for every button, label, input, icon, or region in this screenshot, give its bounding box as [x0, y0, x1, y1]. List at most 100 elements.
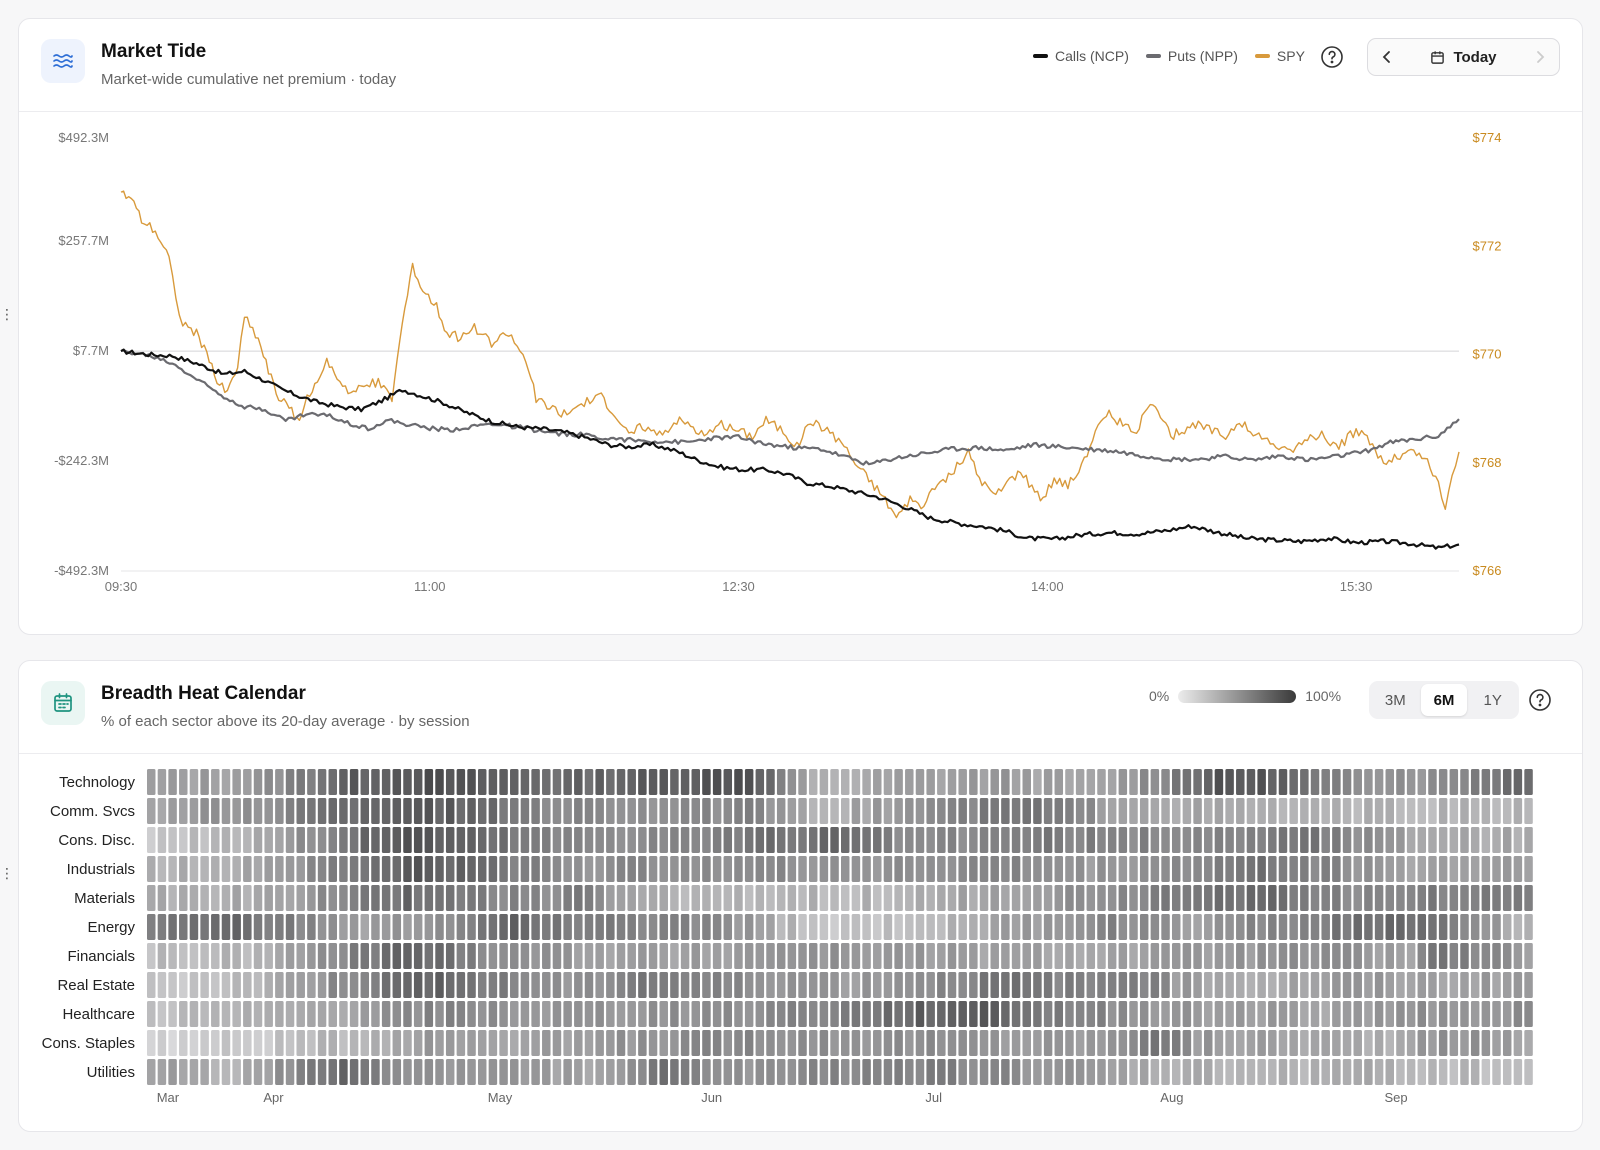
heat-cell[interactable] — [531, 972, 540, 998]
heat-cell[interactable] — [328, 769, 337, 795]
heat-cell[interactable] — [424, 798, 434, 824]
heat-cell[interactable] — [723, 943, 733, 969]
heat-cell[interactable] — [232, 856, 241, 882]
heat-cell[interactable] — [392, 827, 402, 853]
heat-cell[interactable] — [1502, 798, 1512, 824]
heat-cell[interactable] — [616, 885, 626, 911]
heat-cell[interactable] — [1107, 798, 1117, 824]
heat-cell[interactable] — [499, 827, 508, 853]
heat-cell[interactable] — [670, 798, 679, 824]
heat-cell[interactable] — [841, 972, 850, 998]
heat-cell[interactable] — [168, 769, 177, 795]
heat-cell[interactable] — [1011, 914, 1021, 940]
heat-cell[interactable] — [1364, 827, 1373, 853]
heat-cell[interactable] — [1332, 1059, 1341, 1085]
heat-cell[interactable] — [147, 972, 156, 998]
heat-cell[interactable] — [1193, 943, 1202, 969]
heat-cell[interactable] — [926, 885, 935, 911]
heat-cell[interactable] — [680, 943, 690, 969]
heat-cell[interactable] — [905, 943, 914, 969]
heat-cell[interactable] — [413, 798, 423, 824]
heat-cell[interactable] — [1374, 827, 1384, 853]
heat-cell[interactable] — [862, 914, 871, 940]
heat-cell[interactable] — [413, 1059, 423, 1085]
heat-cell[interactable] — [937, 972, 946, 998]
heat-cell[interactable] — [851, 914, 861, 940]
heat-cell[interactable] — [1204, 856, 1213, 882]
heat-cell[interactable] — [349, 827, 359, 853]
heat-cell[interactable] — [883, 827, 893, 853]
heat-cell[interactable] — [841, 885, 850, 911]
heat-cell[interactable] — [1417, 1001, 1427, 1027]
heat-cell[interactable] — [1406, 827, 1416, 853]
heat-cell[interactable] — [445, 798, 455, 824]
heat-cell[interactable] — [456, 885, 466, 911]
heat-cell[interactable] — [360, 856, 370, 882]
heat-cell[interactable] — [147, 798, 156, 824]
heat-cell[interactable] — [1086, 798, 1096, 824]
heat-cell[interactable] — [1236, 798, 1245, 824]
heat-cell[interactable] — [1097, 885, 1106, 911]
heat-cell[interactable] — [670, 943, 679, 969]
heat-cell[interactable] — [1310, 972, 1320, 998]
heat-cell[interactable] — [1300, 885, 1309, 911]
heat-cell[interactable] — [1321, 943, 1330, 969]
heat-cell[interactable] — [1033, 914, 1042, 940]
heat-cell[interactable] — [734, 885, 743, 911]
heat-cell[interactable] — [702, 914, 711, 940]
heat-cell[interactable] — [798, 798, 807, 824]
heat-cell[interactable] — [1139, 885, 1149, 911]
heat-cell[interactable] — [1353, 827, 1362, 853]
heat-cell[interactable] — [371, 1059, 380, 1085]
heat-cell[interactable] — [456, 914, 466, 940]
heat-cell[interactable] — [670, 972, 679, 998]
heat-cell[interactable] — [1268, 885, 1277, 911]
heat-cell[interactable] — [1161, 885, 1170, 911]
heat-cell[interactable] — [1118, 827, 1128, 853]
heat-cell[interactable] — [1470, 1030, 1480, 1056]
heat-cell[interactable] — [232, 914, 241, 940]
heat-cell[interactable] — [285, 1059, 295, 1085]
heat-cell[interactable] — [1332, 827, 1341, 853]
heat-cell[interactable] — [1449, 1059, 1459, 1085]
heat-cell[interactable] — [1406, 798, 1416, 824]
heat-cell[interactable] — [317, 885, 327, 911]
heat-cell[interactable] — [253, 972, 263, 998]
heat-cell[interactable] — [1161, 1001, 1170, 1027]
prev-day-button[interactable] — [1368, 39, 1406, 75]
heat-cell[interactable] — [1470, 769, 1480, 795]
heat-cell[interactable] — [947, 1001, 957, 1027]
heat-cell[interactable] — [1204, 885, 1213, 911]
heat-cell[interactable] — [1107, 1030, 1117, 1056]
heat-cell[interactable] — [702, 972, 711, 998]
heat-cell[interactable] — [616, 914, 626, 940]
heat-cell[interactable] — [723, 769, 733, 795]
heat-cell[interactable] — [1171, 972, 1181, 998]
heat-cell[interactable] — [552, 943, 562, 969]
heat-cell[interactable] — [755, 943, 765, 969]
heat-cell[interactable] — [1502, 827, 1512, 853]
legend-spy[interactable]: SPY — [1254, 48, 1305, 64]
heat-cell[interactable] — [734, 798, 743, 824]
heat-cell[interactable] — [1524, 769, 1533, 795]
heat-cell[interactable] — [211, 1059, 220, 1085]
heat-cell[interactable] — [1321, 914, 1330, 940]
heat-cell[interactable] — [510, 914, 519, 940]
heat-cell[interactable] — [702, 1059, 711, 1085]
heat-cell[interactable] — [1396, 1059, 1405, 1085]
heat-cell[interactable] — [1278, 769, 1288, 795]
heat-cell[interactable] — [1406, 856, 1416, 882]
heat-cell[interactable] — [670, 856, 679, 882]
heat-cell[interactable] — [1033, 1059, 1042, 1085]
heat-cell[interactable] — [1022, 769, 1031, 795]
heat-cell[interactable] — [648, 943, 658, 969]
heat-cell[interactable] — [990, 1001, 999, 1027]
heat-cell[interactable] — [638, 827, 647, 853]
heat-cell[interactable] — [766, 1001, 775, 1027]
heat-cell[interactable] — [1438, 943, 1448, 969]
heat-cell[interactable] — [1289, 943, 1298, 969]
heat-cell[interactable] — [1406, 943, 1416, 969]
heat-cell[interactable] — [819, 972, 829, 998]
range-tab-6m[interactable]: 6M — [1420, 684, 1468, 716]
heat-cell[interactable] — [830, 1001, 839, 1027]
